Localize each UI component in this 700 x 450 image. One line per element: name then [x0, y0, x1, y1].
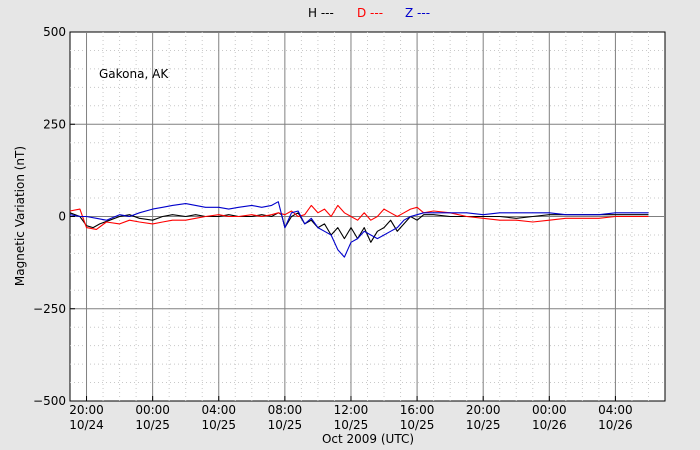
station-annotation: Gakona, AK: [99, 67, 169, 81]
x-tick-date-label: 10/25: [135, 418, 170, 432]
x-tick-date-label: 10/25: [400, 418, 435, 432]
y-tick-label: 500: [43, 25, 66, 39]
series-line-h: [69, 212, 649, 243]
y-tick-label: 0: [58, 210, 66, 224]
legend-h: H ---: [308, 6, 334, 20]
y-tick-label: −250: [33, 302, 66, 316]
x-tick-date-label: 10/26: [598, 418, 633, 432]
series-line-z: [69, 201, 649, 258]
x-tick-date-label: 10/25: [334, 418, 369, 432]
x-tick-time-label: 00:00: [532, 403, 567, 417]
x-tick-time-label: 04:00: [201, 403, 236, 417]
legend-z: Z ---: [405, 6, 431, 20]
x-tick-time-label: 04:00: [598, 403, 633, 417]
x-tick-date-label: 10/25: [466, 418, 501, 432]
x-tick-date-label: 10/25: [268, 418, 303, 432]
x-tick-date-label: 10/25: [201, 418, 236, 432]
y-tick-label: 250: [43, 117, 66, 131]
y-axis-label: Magnetic Variation (nT): [13, 146, 27, 286]
axis-ticks: 5002500−250−50020:0010/2400:0010/2504:00…: [33, 25, 633, 432]
x-tick-time-label: 12:00: [334, 403, 369, 417]
x-tick-time-label: 08:00: [268, 403, 303, 417]
x-tick-time-label: 20:00: [466, 403, 501, 417]
x-tick-date-label: 10/26: [532, 418, 567, 432]
x-tick-time-label: 00:00: [135, 403, 170, 417]
legend: H --- D --- Z ---: [0, 6, 700, 24]
x-tick-date-label: 10/24: [69, 418, 104, 432]
series-line-d: [69, 204, 649, 230]
x-tick-time-label: 16:00: [400, 403, 435, 417]
legend-d: D ---: [357, 6, 384, 20]
series-layer: [69, 201, 649, 258]
x-axis-label: Oct 2009 (UTC): [322, 432, 414, 446]
y-tick-label: −500: [33, 394, 66, 408]
x-tick-time-label: 20:00: [69, 403, 104, 417]
